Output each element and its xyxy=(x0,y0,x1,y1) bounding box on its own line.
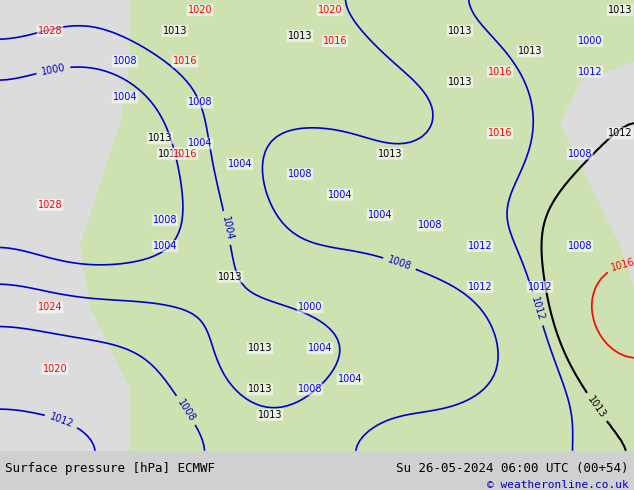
Text: 1008: 1008 xyxy=(418,220,443,230)
Text: 1016: 1016 xyxy=(323,36,347,46)
Text: 1004: 1004 xyxy=(307,343,332,353)
Text: 1004: 1004 xyxy=(228,159,252,169)
Text: 1008: 1008 xyxy=(288,169,313,179)
Text: 1016: 1016 xyxy=(610,257,634,273)
Text: 1000: 1000 xyxy=(41,62,66,77)
Text: 1013: 1013 xyxy=(608,5,632,15)
Text: 1013: 1013 xyxy=(148,133,172,143)
Text: 1004: 1004 xyxy=(153,241,178,251)
Text: Surface pressure [hPa] ECMWF: Surface pressure [hPa] ECMWF xyxy=(5,462,215,475)
Text: 1012: 1012 xyxy=(527,282,552,292)
Text: 1000: 1000 xyxy=(298,302,322,312)
Text: 1016: 1016 xyxy=(488,67,512,77)
Text: 1016: 1016 xyxy=(158,148,182,159)
Text: 1013: 1013 xyxy=(448,26,472,36)
Text: 1008: 1008 xyxy=(153,215,178,225)
Text: 1012: 1012 xyxy=(607,128,632,138)
Text: 1013: 1013 xyxy=(217,271,242,282)
Text: 1012: 1012 xyxy=(529,296,546,322)
Text: 1004: 1004 xyxy=(220,215,235,241)
Text: 1020: 1020 xyxy=(188,5,212,15)
Text: 1012: 1012 xyxy=(468,241,493,251)
Text: 1028: 1028 xyxy=(37,26,62,36)
Text: 1013: 1013 xyxy=(448,77,472,87)
Text: 1008: 1008 xyxy=(113,56,137,67)
Text: 1008: 1008 xyxy=(568,241,592,251)
Text: 1013: 1013 xyxy=(258,410,282,420)
Text: 1013: 1013 xyxy=(378,148,402,159)
Text: 1013: 1013 xyxy=(288,31,313,41)
Text: 1008: 1008 xyxy=(386,254,413,272)
Text: 1012: 1012 xyxy=(578,67,602,77)
Text: 1008: 1008 xyxy=(175,397,197,423)
Text: 1004: 1004 xyxy=(188,139,212,148)
Text: © weatheronline.co.uk: © weatheronline.co.uk xyxy=(488,480,629,490)
Text: 1013: 1013 xyxy=(586,394,608,420)
Text: 1013: 1013 xyxy=(248,343,272,353)
Text: 1016: 1016 xyxy=(172,56,197,67)
Text: Su 26-05-2024 06:00 UTC (00+54): Su 26-05-2024 06:00 UTC (00+54) xyxy=(396,462,629,475)
Text: 1004: 1004 xyxy=(338,374,362,384)
Text: 1004: 1004 xyxy=(368,210,392,220)
Text: 1013: 1013 xyxy=(248,384,272,394)
Polygon shape xyxy=(80,0,634,451)
FancyBboxPatch shape xyxy=(0,0,634,451)
Text: 1016: 1016 xyxy=(488,128,512,138)
Text: 1000: 1000 xyxy=(578,36,602,46)
Text: 1008: 1008 xyxy=(188,98,212,107)
Text: 1004: 1004 xyxy=(113,92,137,102)
Text: 1004: 1004 xyxy=(328,190,353,199)
Text: 1016: 1016 xyxy=(172,148,197,159)
Text: 1012: 1012 xyxy=(468,282,493,292)
Text: 1013: 1013 xyxy=(518,46,542,56)
Text: 1012: 1012 xyxy=(48,412,75,429)
Text: 1024: 1024 xyxy=(37,302,62,312)
Text: 1020: 1020 xyxy=(42,364,67,374)
Text: 1008: 1008 xyxy=(298,384,322,394)
Text: 1020: 1020 xyxy=(318,5,342,15)
Text: 1028: 1028 xyxy=(37,200,62,210)
Text: 1008: 1008 xyxy=(568,148,592,159)
Text: 1013: 1013 xyxy=(163,26,187,36)
